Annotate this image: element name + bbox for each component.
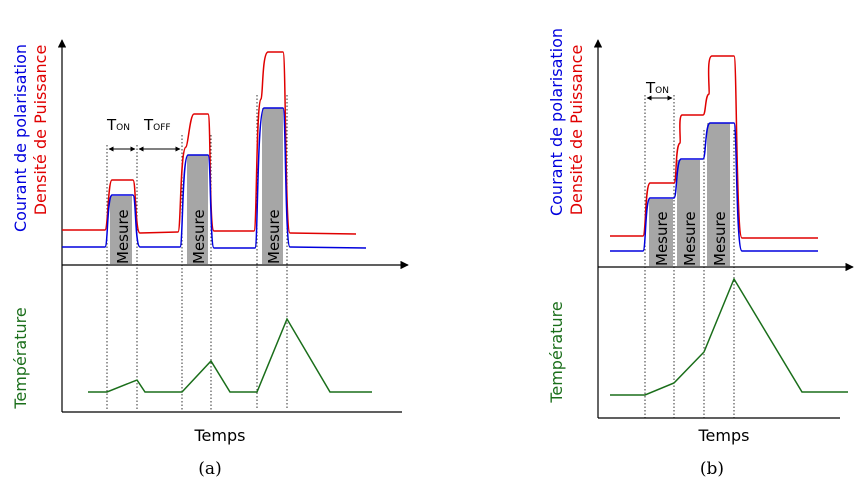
- t-on-label-b: TON: [645, 79, 669, 97]
- caption-b: (b): [700, 459, 724, 479]
- ylabel-power-a: Densité de Puissance: [31, 45, 50, 216]
- temperature-curve-a: [88, 317, 372, 393]
- measure-box-b3: [707, 123, 730, 266]
- measure-box-b1: [649, 199, 673, 266]
- ylabel-current-b: Courant de polarisation: [547, 28, 566, 216]
- ylabel-temperature-a: Température: [11, 307, 30, 409]
- t-off-label-a: TOFF: [143, 116, 171, 134]
- caption-a: (a): [198, 459, 221, 479]
- xlabel-b: Temps: [698, 426, 750, 445]
- current-curve-b: [610, 122, 818, 252]
- power-curve-a: [62, 51, 357, 235]
- guide-lines-b: [644, 95, 735, 418]
- ylabel-current-a: Courant de polarisation: [11, 44, 30, 232]
- panel-b: TON Mesure Mesure Mesure Courant de pola…: [547, 28, 854, 479]
- panel-a: TON TOFF Mesure Mesure Mesure Courant de…: [11, 39, 409, 479]
- ylabel-temperature-b: Température: [547, 301, 566, 403]
- measure-label-b2: Mesure: [681, 211, 699, 266]
- measure-label-b3: Mesure: [711, 211, 729, 266]
- measure-box-b2: [677, 160, 700, 266]
- power-curve-b: [610, 55, 818, 239]
- measure-box-a1: [110, 196, 132, 264]
- measure-label-a1: Mesure: [114, 209, 132, 264]
- temperature-curve-b: [610, 277, 848, 396]
- ylabel-power-b: Densité de Puissance: [567, 45, 586, 216]
- t-on-label-a: TON: [106, 116, 130, 134]
- measure-label-a2: Mesure: [190, 209, 208, 264]
- xlabel-a: Temps: [194, 426, 246, 445]
- measure-label-a3: Mesure: [265, 209, 283, 264]
- current-curve-a: [62, 107, 367, 249]
- measure-box-a3: [262, 108, 283, 264]
- measure-box-a2: [187, 155, 208, 264]
- measure-label-b1: Mesure: [653, 211, 671, 266]
